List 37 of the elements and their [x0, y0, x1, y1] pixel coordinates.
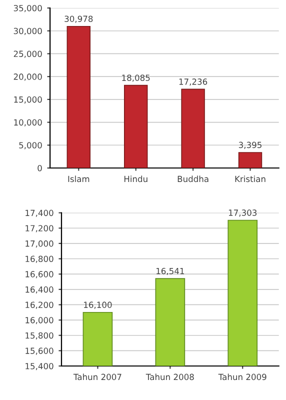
x-tick-label: Hindu [124, 176, 148, 182]
data-label: 30,978 [64, 16, 93, 23]
data-label: 17,236 [179, 78, 208, 86]
y-tick-label: 5,000 [19, 142, 42, 150]
x-tick-label: Tahun 2008 [146, 374, 194, 380]
data-label: 18,085 [122, 74, 150, 82]
x-tick-label: Islam [68, 176, 90, 182]
bar [181, 88, 205, 168]
y-tick-label: 15,000 [14, 96, 42, 104]
y-tick-label: 15,400 [26, 362, 54, 370]
y-tick-label: 35,000 [14, 4, 42, 12]
data-label: 16,100 [84, 302, 112, 309]
y-tick-label: 20,000 [14, 74, 42, 81]
y-tick-label: 16,800 [26, 256, 54, 263]
y-tick-label: 30,000 [14, 28, 42, 35]
bar [238, 152, 262, 168]
y-tick-label: 16,200 [26, 302, 54, 309]
x-tick-label: Kristian [235, 176, 266, 182]
y-tick-label: 16,600 [26, 271, 54, 278]
y-tick-label: 16,400 [26, 286, 54, 294]
y-tick-label: 17,200 [26, 225, 54, 232]
bar [66, 26, 91, 168]
y-tick-label: 17,400 [26, 210, 54, 217]
y-tick-label: 15,800 [26, 332, 54, 340]
data-label: 17,303 [228, 210, 257, 217]
x-tick-label: Tahun 2007 [73, 374, 122, 380]
bar [124, 84, 148, 168]
y-tick-label: 17,000 [26, 240, 54, 248]
y-tick-label: 10,000 [14, 119, 42, 126]
data-label: 3,395 [238, 142, 262, 149]
y-tick-label: 15,600 [26, 348, 54, 355]
x-tick-label: Buddha [178, 176, 208, 182]
y-tick-label: 0 [38, 164, 42, 172]
y-tick-label: 25,000 [14, 50, 42, 58]
y-tick-label: 16,000 [26, 317, 54, 324]
data-label: 16,541 [156, 268, 184, 276]
x-tick-label: Tahun 2009 [218, 374, 266, 380]
